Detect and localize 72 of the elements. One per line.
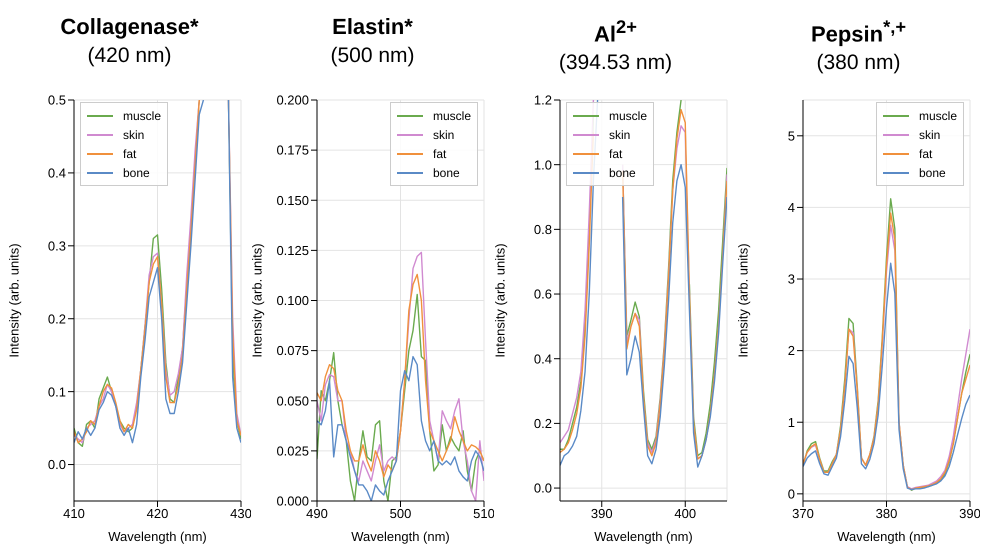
legend-label: muscle xyxy=(432,108,471,122)
legend-label: skin xyxy=(609,128,630,142)
y-tick-label: 0.150 xyxy=(276,192,309,208)
legend-label: fat xyxy=(918,146,932,160)
x-axis-title: Wavelength (nm) xyxy=(594,529,693,544)
y-axis-title: Intensity (arb. units) xyxy=(492,243,508,358)
y-tick-label: 2 xyxy=(788,343,795,358)
y-tick-label: 0.050 xyxy=(276,393,309,408)
chart-subtitle: (500 nm) xyxy=(329,43,416,69)
legend-label: skin xyxy=(123,128,144,142)
y-tick-label: 0.025 xyxy=(276,443,309,458)
legend-label: fat xyxy=(609,146,622,160)
chart-title: Collagenase* xyxy=(59,13,200,41)
legend-label: bone xyxy=(123,166,150,180)
x-tick-label: 430 xyxy=(230,506,252,522)
legend-label: fat xyxy=(123,146,136,160)
x-tick-label: 420 xyxy=(146,506,168,522)
x-tick-label: 400 xyxy=(674,506,696,522)
legend-label: skin xyxy=(918,128,940,142)
y-tick-label: 0.4 xyxy=(534,351,552,366)
legend-label: bone xyxy=(609,166,636,180)
y-tick-label: 1.2 xyxy=(534,92,552,108)
legend-label: muscle xyxy=(609,108,648,122)
y-tick-label: 0.125 xyxy=(276,242,309,258)
y-tick-label: 0.000 xyxy=(276,494,309,509)
legend-label: fat xyxy=(432,146,446,160)
y-tick-label: 1 xyxy=(788,414,795,430)
legend-label: muscle xyxy=(918,108,957,122)
chart-title: Elastin* xyxy=(331,13,414,41)
y-tick-label: 0.2 xyxy=(534,416,552,431)
chart-title: Pepsin$^{*,+}$ xyxy=(810,15,908,48)
chart-title: Al$^{2+}$ xyxy=(593,15,638,48)
x-axis-title: Wavelength (nm) xyxy=(351,529,450,544)
y-tick-label: 1.0 xyxy=(534,157,552,172)
x-tick-label: 380 xyxy=(876,506,898,522)
legend-label: skin xyxy=(432,128,454,142)
x-tick-label: 510 xyxy=(473,506,495,522)
y-axis-title: Intensity (arb. units) xyxy=(6,243,22,358)
legend-label: bone xyxy=(918,166,946,180)
chart-subtitle: (380 nm) xyxy=(815,50,902,76)
x-tick-label: 390 xyxy=(959,506,981,522)
y-axis-title: Intensity (arb. units) xyxy=(250,243,265,358)
y-tick-label: 0.0 xyxy=(534,480,552,496)
y-tick-label: 0.5 xyxy=(48,92,66,108)
y-tick-label: 0.6 xyxy=(534,286,552,302)
legend-label: muscle xyxy=(123,108,162,122)
y-tick-label: 0.0 xyxy=(48,457,66,472)
x-tick-label: 490 xyxy=(306,506,328,522)
x-axis-title: Wavelength (nm) xyxy=(837,529,936,544)
y-tick-label: 0.100 xyxy=(276,293,309,308)
y-axis-title: Intensity (arb. units) xyxy=(736,243,751,358)
chart-subtitle: (394.53 nm) xyxy=(558,50,674,76)
y-tick-label: 4 xyxy=(788,200,795,216)
y-tick-label: 0 xyxy=(788,486,795,502)
y-tick-label: 0.1 xyxy=(48,384,66,400)
y-tick-label: 0.3 xyxy=(48,238,66,254)
x-axis-title: Wavelength (nm) xyxy=(108,529,207,544)
y-tick-label: 0.2 xyxy=(48,311,66,326)
y-tick-label: 3 xyxy=(788,272,795,287)
y-tick-label: 0.175 xyxy=(276,142,309,158)
legend-label: bone xyxy=(432,166,460,180)
line-series xyxy=(317,274,484,478)
x-tick-label: 500 xyxy=(390,506,412,522)
y-tick-label: 5 xyxy=(788,128,795,144)
x-tick-label: 410 xyxy=(63,506,85,522)
x-tick-label: 370 xyxy=(792,506,814,522)
chart-subtitle: (420 nm) xyxy=(86,43,173,69)
y-tick-label: 0.4 xyxy=(48,166,66,181)
y-tick-label: 0.8 xyxy=(534,222,552,237)
y-tick-label: 0.200 xyxy=(276,92,309,108)
x-tick-label: 390 xyxy=(590,506,613,522)
y-tick-label: 0.075 xyxy=(276,343,309,358)
